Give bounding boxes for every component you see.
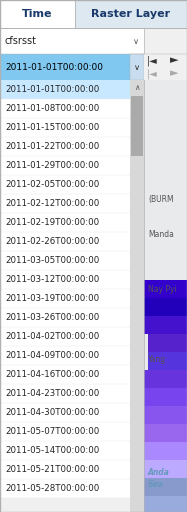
Text: 2011-04-23T00:00:00: 2011-04-23T00:00:00 [5,389,99,398]
Bar [0,194,130,213]
Text: (BURM: (BURM [148,195,174,204]
Bar [0,270,130,289]
Bar [144,478,187,496]
Text: 2011-04-30T00:00:00: 2011-04-30T00:00:00 [5,408,99,417]
Bar [144,496,187,512]
Text: 2011-01-22T00:00:00: 2011-01-22T00:00:00 [5,142,99,151]
Text: 2011-05-07T00:00:00: 2011-05-07T00:00:00 [5,427,99,436]
Bar [130,54,144,80]
Bar [148,352,187,370]
Bar [0,346,130,365]
Text: 2011-01-15T00:00:00: 2011-01-15T00:00:00 [5,123,99,132]
Text: Yang: Yang [148,355,166,364]
Text: 2011-04-16T00:00:00: 2011-04-16T00:00:00 [5,370,99,379]
Bar [0,479,130,498]
Text: Nay Pyi: Nay Pyi [148,285,177,294]
Text: 2011-03-26T00:00:00: 2011-03-26T00:00:00 [5,313,99,322]
Bar [0,137,130,156]
Text: 2011-01-29T00:00:00: 2011-01-29T00:00:00 [5,161,99,170]
Bar [0,118,130,137]
Text: 2011-05-14T00:00:00: 2011-05-14T00:00:00 [5,446,99,455]
Bar [0,460,130,479]
Bar [0,80,130,99]
Text: 2011-03-19T00:00:00: 2011-03-19T00:00:00 [5,294,99,303]
Text: |◄: |◄ [147,68,157,79]
Text: ∧: ∧ [134,83,140,93]
Text: 2011-04-02T00:00:00: 2011-04-02T00:00:00 [5,332,99,341]
Bar [0,232,130,251]
Bar [0,99,130,118]
Text: Anda: Anda [148,468,170,477]
Text: cfsrsst: cfsrsst [5,36,37,46]
Text: Raster Layer: Raster Layer [91,9,171,19]
Bar [0,422,130,441]
Text: 2011-02-05T00:00:00: 2011-02-05T00:00:00 [5,180,99,189]
Bar [131,96,143,156]
Bar [0,289,130,308]
Text: 2011-05-28T00:00:00: 2011-05-28T00:00:00 [5,484,99,493]
Bar [0,365,130,384]
Text: 2011-02-26T00:00:00: 2011-02-26T00:00:00 [5,237,99,246]
Text: 2011-04-09T00:00:00: 2011-04-09T00:00:00 [5,351,99,360]
Bar [144,460,187,478]
Text: ∨: ∨ [133,36,139,46]
Bar [0,175,130,194]
Text: Time: Time [22,9,53,19]
Bar [0,213,130,232]
Text: 2011-03-12T00:00:00: 2011-03-12T00:00:00 [5,275,99,284]
Bar [144,370,187,388]
Bar [0,441,130,460]
Bar [144,80,187,512]
Text: Sea: Sea [148,480,164,489]
Bar [144,298,187,316]
Text: 2011-03-05T00:00:00: 2011-03-05T00:00:00 [5,256,99,265]
Text: ►: ► [170,69,178,78]
Bar [148,334,187,352]
Bar [144,280,187,298]
Bar [0,384,130,403]
Text: 2011-01-01T00:00:00: 2011-01-01T00:00:00 [5,62,103,72]
Bar [144,388,187,406]
Bar [144,442,187,460]
Bar [75,0,187,28]
Bar [144,316,187,334]
Bar [144,424,187,442]
Text: 2011-01-01T00:00:00: 2011-01-01T00:00:00 [5,85,99,94]
Bar [144,406,187,424]
Text: |◄: |◄ [147,55,157,66]
Bar [0,0,75,28]
Text: 2011-02-19T00:00:00: 2011-02-19T00:00:00 [5,218,99,227]
Bar [0,251,130,270]
Bar [0,28,144,54]
Bar [0,403,130,422]
Bar [0,327,130,346]
Text: ∨: ∨ [134,62,140,72]
Text: ►: ► [170,55,178,66]
Text: Manda: Manda [148,230,174,239]
Text: 2011-01-08T00:00:00: 2011-01-08T00:00:00 [5,104,99,113]
Bar [144,54,187,80]
Text: 2011-02-12T00:00:00: 2011-02-12T00:00:00 [5,199,99,208]
Bar [0,156,130,175]
Text: 2011-05-21T00:00:00: 2011-05-21T00:00:00 [5,465,99,474]
Bar [0,54,130,80]
Bar [0,308,130,327]
Bar [130,80,144,512]
